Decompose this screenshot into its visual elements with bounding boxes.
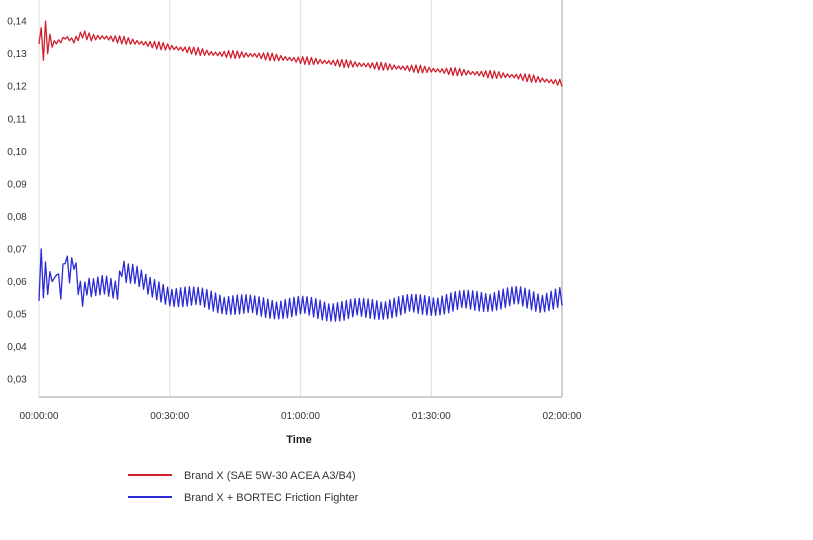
series-line-1 <box>38 20 563 87</box>
y-tick-label: 0,06 <box>7 277 27 288</box>
series-line-2 <box>38 248 563 322</box>
x-tick-label: 02:00:00 <box>543 411 582 422</box>
y-tick-label: 0,10 <box>7 147 27 158</box>
legend-label-1: Brand X (SAE 5W-30 ACEA A3/B4) <box>184 470 356 482</box>
y-tick-label: 0,09 <box>7 179 27 190</box>
y-tick-labels: 0,14 0,13 0,12 0,11 0,10 0,09 0,08 0,07 0,06 0,05… <box>7 17 27 386</box>
y-tick-label: 0,03 <box>7 375 27 386</box>
y-tick-label: 0,12 <box>7 82 27 93</box>
grid-layer <box>38 0 563 398</box>
x-tick-label: 00:00:00 <box>20 411 59 422</box>
y-tick-label: 0,07 <box>7 244 27 255</box>
x-tick-labels: 00:00:00 00:30:00 01:00:00 01:30:00 02:00:00 <box>20 411 582 422</box>
x-tick-label: 01:00:00 <box>281 411 320 422</box>
legend: Brand X (SAE 5W-30 ACEA A3/B4) Brand X + … <box>128 470 359 504</box>
legend-label-2: Brand X + BORTEC Friction Fighter <box>184 492 359 504</box>
y-tick-label: 0,04 <box>7 342 27 353</box>
y-tick-label: 0,13 <box>7 49 27 60</box>
y-tick-label: 0,05 <box>7 310 27 321</box>
y-tick-label: 0,08 <box>7 212 27 223</box>
x-axis-title: Time <box>286 434 311 446</box>
series-layer <box>38 20 563 322</box>
y-tick-label: 0,11 <box>8 114 27 125</box>
x-tick-label: 00:30:00 <box>150 411 189 422</box>
x-tick-label: 01:30:00 <box>412 411 451 422</box>
y-tick-label: 0,14 <box>7 17 27 28</box>
